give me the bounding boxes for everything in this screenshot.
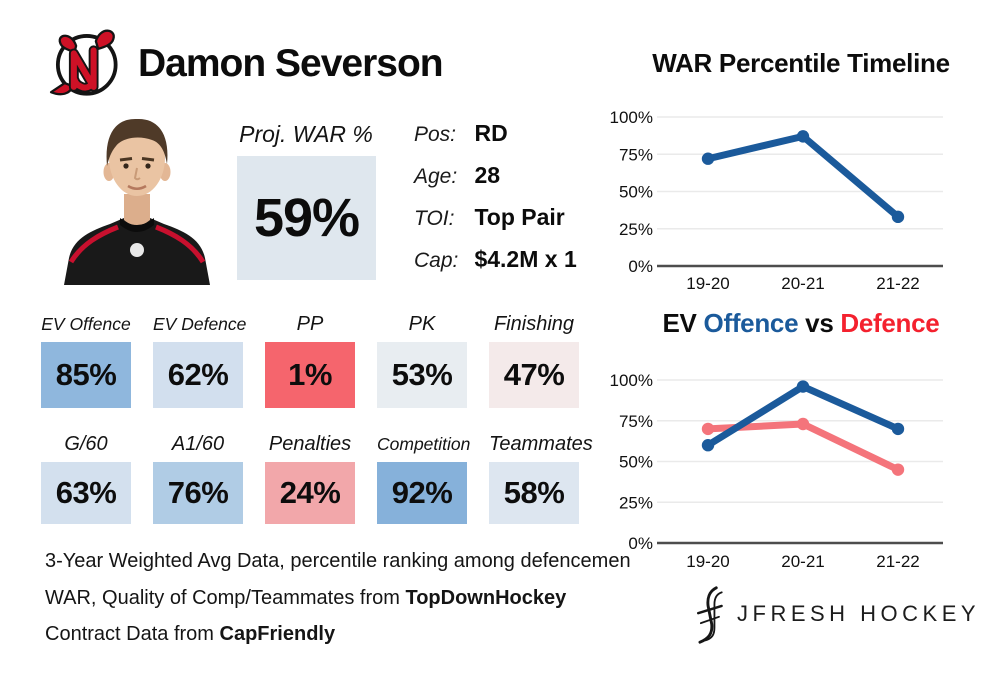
nhl-crest [130,243,144,257]
stat-cell-competition: Competition 92% [377,431,471,524]
avatar-hair [106,118,168,166]
source-capfriendly: CapFriendly [219,623,336,645]
nj-devils-logo-icon [48,22,124,100]
svg-text:0%: 0% [628,257,653,276]
proj-war-box: 59% [237,156,376,280]
svg-text:25%: 25% [619,493,653,512]
jersey-trim-left [68,224,119,264]
jersey-trim-right [155,224,206,264]
stat-label-teammates: Teammates [489,433,593,455]
war-timeline-chart-title: WAR Percentile Timeline [652,48,950,78]
stat-box-pk: 53% [377,342,467,408]
svg-text:50%: 50% [619,183,653,202]
jfresh-hockey-wordmark: JFRESH HOCKEY [737,601,981,626]
bio-value-toi: Top Pair [474,204,565,230]
stat-box-finishing: 47% [489,342,579,408]
source-topdownhockey: TopDownHockey [405,587,567,609]
proj-war-label: Proj. WAR % [239,121,373,147]
stat-cell-g60: G/60 63% [41,431,131,524]
stat-label-finishing: Finishing [493,313,575,335]
devil-horn-right [94,29,115,50]
footnote-war-source: WAR, Quality of Comp/Teammates from TopD… [45,587,567,609]
svg-text:0%: 0% [628,534,653,553]
bio-value-cap: $4.2M x 1 [474,246,577,272]
stat-label-g60: G/60 [64,433,108,455]
bio-label-cap: Cap: [414,249,459,272]
ev-offence-vs-defence-chart-title: EV Offence vs Defence [662,308,940,338]
nj-monogram [70,47,97,91]
svg-text:21-22: 21-22 [876,552,919,571]
svg-text:100%: 100% [610,371,653,390]
war-percentile-timeline-chart: 0% 25% 50% 75% 100% 19-20 20-21 21-22 [610,108,943,293]
stat-cell-pk: PK 53% [377,311,467,408]
ev-offence-vs-defence-chart: 0% 25% 50% 75% 100% 19-20 20-21 21-22 [610,371,943,571]
stat-label-pp: PP [296,313,324,335]
stat-cell-ev-defence: EV Defence 62% [153,311,247,408]
stat-box-competition: 92% [377,462,467,524]
avatar-collar [120,218,154,232]
stat-box-ev-defence: 62% [153,342,243,408]
stat-label-ev-offence: EV Offence [41,314,131,334]
stat-label-ev-defence: EV Defence [153,314,247,334]
stat-cell-penalties: Penalties 24% [265,431,355,524]
svg-text:75%: 75% [619,145,653,164]
stat-box-penalties: 24% [265,462,355,524]
footnote-contract-source: Contract Data from CapFriendly [45,623,336,645]
bio-label-toi: TOI: [414,207,455,230]
svg-text:20-21: 20-21 [781,552,824,571]
player-photo [58,112,216,285]
svg-text:100%: 100% [610,108,653,127]
bio-label-pos: Pos: [414,123,457,146]
bio-value-pos: RD [474,120,508,146]
bio-value-age: 28 [474,162,501,188]
avatar-neck [124,194,150,226]
stat-box-teammates: 58% [489,462,579,524]
proj-war-value: 59% [253,188,360,248]
bio-row-position: Pos: RD [414,120,674,147]
jfresh-logo-icon [690,586,728,644]
stat-label-competition: Competition [377,434,471,454]
player-name: Damon Severson [138,42,444,85]
svg-text:19-20: 19-20 [686,552,729,571]
stat-box-ev-offence: 85% [41,342,131,408]
svg-text:21-22: 21-22 [876,274,919,293]
svg-text:19-20: 19-20 [686,274,729,293]
bio-row-toi: TOI: Top Pair [414,204,674,231]
bio-label-age: Age: [414,165,458,188]
stat-cell-teammates: Teammates 58% [489,431,593,524]
stat-box-g60: 63% [41,462,131,524]
bio-row-cap: Cap: $4.2M x 1 [414,246,674,273]
stat-cell-a160: A1/60 76% [153,431,243,524]
stat-label-a160: A1/60 [171,433,225,455]
footnote-weighted-avg: 3-Year Weighted Avg Data, percentile ran… [45,550,631,572]
stat-row-1: EV Offence 85% EV Defence 62% PP 1% PK 5… [41,311,579,408]
stat-cell-pp: PP 1% [265,311,355,408]
stat-box-a160: 76% [153,462,243,524]
bio-row-age: Age: 28 [414,162,674,189]
stat-cell-ev-offence: EV Offence 85% [41,311,131,408]
stat-label-penalties: Penalties [268,433,352,455]
stat-box-pp: 1% [265,342,355,408]
svg-text:75%: 75% [619,412,653,431]
svg-text:25%: 25% [619,220,653,239]
stat-cell-finishing: Finishing 47% [489,311,579,408]
svg-text:20-21: 20-21 [781,274,824,293]
stat-row-2: G/60 63% A1/60 76% Penalties 24% Competi… [41,431,593,524]
svg-text:50%: 50% [619,453,653,472]
stat-label-pk: PK [408,313,436,335]
avatar-face [109,124,165,196]
